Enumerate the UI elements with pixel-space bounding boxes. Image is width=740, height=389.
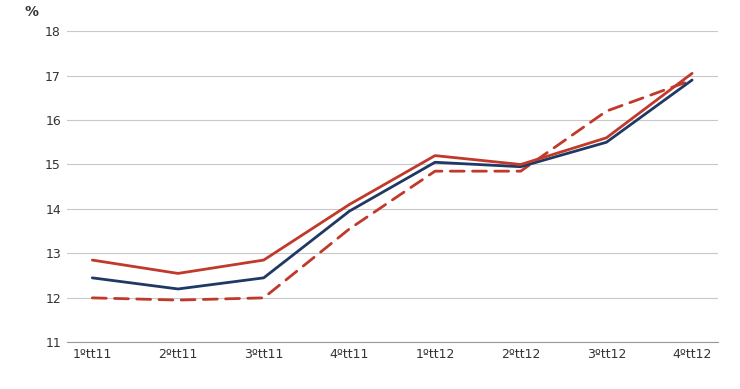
Text: %: % xyxy=(24,5,38,19)
